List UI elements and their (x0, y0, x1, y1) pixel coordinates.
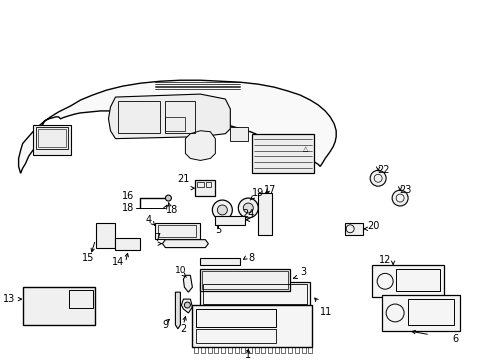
Bar (194, 347, 198, 352)
Bar (307, 347, 311, 352)
Circle shape (369, 170, 386, 186)
Bar (395, 269, 439, 291)
Bar (206, 182, 211, 187)
Bar (158, 225, 196, 237)
Polygon shape (185, 131, 215, 161)
Bar (36, 127, 67, 149)
Bar (38, 129, 65, 147)
Text: 15: 15 (82, 252, 95, 262)
Text: 3: 3 (300, 267, 306, 277)
Text: △: △ (302, 145, 307, 152)
Polygon shape (162, 240, 208, 248)
Text: 18: 18 (122, 203, 134, 213)
Bar (221, 347, 224, 352)
Bar (247, 347, 251, 352)
Circle shape (217, 205, 227, 215)
Bar (252, 134, 314, 173)
Text: 12: 12 (378, 256, 390, 265)
Text: 2: 2 (180, 324, 186, 334)
Text: 21: 21 (177, 174, 189, 184)
Text: 6: 6 (451, 334, 457, 344)
Bar (301, 347, 305, 352)
Bar (241, 347, 245, 352)
Bar (281, 347, 285, 352)
Text: 22: 22 (376, 165, 388, 175)
Text: 17: 17 (264, 185, 276, 195)
Circle shape (243, 203, 253, 213)
Polygon shape (181, 299, 192, 313)
Bar (195, 180, 215, 196)
Text: 24: 24 (242, 209, 254, 219)
Circle shape (184, 302, 190, 308)
Text: 19: 19 (252, 188, 264, 198)
Bar (155, 223, 200, 239)
Text: 7: 7 (154, 233, 160, 243)
Bar (202, 271, 287, 289)
Bar (230, 127, 248, 141)
Text: 1: 1 (245, 350, 251, 360)
Polygon shape (108, 94, 230, 139)
Polygon shape (19, 80, 336, 173)
Text: 5: 5 (215, 225, 221, 235)
Bar (33, 125, 70, 154)
Circle shape (212, 200, 232, 220)
Bar (258, 193, 272, 235)
Bar (203, 284, 306, 304)
Bar (215, 216, 245, 225)
Bar (345, 223, 363, 235)
Text: 4: 4 (145, 215, 151, 225)
Bar (95, 223, 115, 248)
Polygon shape (183, 275, 192, 292)
Bar (197, 182, 204, 187)
Bar (165, 101, 195, 133)
Bar (381, 295, 459, 331)
Bar (22, 287, 94, 325)
Text: 20: 20 (366, 221, 379, 231)
Bar (274, 347, 278, 352)
Polygon shape (175, 292, 180, 329)
Bar (200, 257, 240, 265)
Bar (227, 347, 231, 352)
Bar (407, 299, 453, 325)
Bar (201, 347, 204, 352)
Bar (200, 269, 290, 291)
Text: 16: 16 (122, 191, 134, 201)
Bar (207, 347, 211, 352)
Bar (371, 265, 443, 297)
Text: 10: 10 (174, 266, 186, 275)
Circle shape (165, 195, 171, 201)
Bar (192, 305, 311, 347)
Bar (261, 347, 265, 352)
Circle shape (391, 190, 407, 206)
Bar (287, 347, 291, 352)
Bar (214, 347, 218, 352)
Bar (115, 238, 140, 249)
Bar (254, 347, 258, 352)
Text: 9: 9 (162, 320, 168, 330)
Bar (234, 347, 238, 352)
Text: 14: 14 (112, 257, 124, 267)
Bar (68, 290, 92, 308)
Bar (118, 101, 160, 133)
Bar (267, 347, 271, 352)
Text: 18: 18 (166, 205, 178, 215)
Text: 11: 11 (320, 307, 332, 317)
Circle shape (238, 198, 258, 218)
Bar (165, 117, 185, 131)
Text: 8: 8 (248, 252, 254, 262)
Bar (294, 347, 298, 352)
Bar (196, 329, 276, 343)
Text: 13: 13 (3, 294, 16, 304)
Text: 23: 23 (398, 185, 410, 195)
Bar (196, 309, 276, 327)
Bar (200, 282, 309, 306)
